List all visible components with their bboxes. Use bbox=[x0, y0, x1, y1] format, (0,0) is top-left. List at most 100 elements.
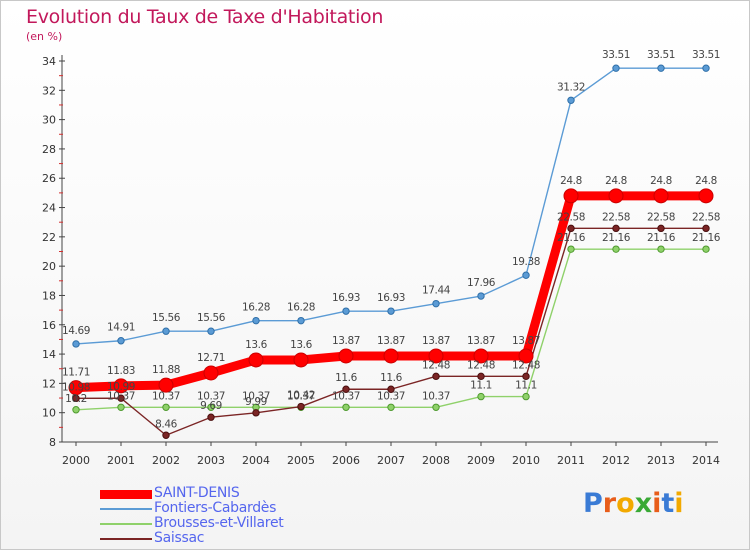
data-label-saissac-2013: 22.58 bbox=[647, 211, 675, 223]
point-fontiers-cabard-s-2000 bbox=[72, 340, 80, 348]
y-tick-label-14: 14 bbox=[42, 348, 56, 361]
data-label-saissac-2001: 10.99 bbox=[107, 381, 135, 393]
point-brousses-et-villaret-2006 bbox=[342, 403, 350, 411]
point-brousses-et-villaret-2013 bbox=[657, 245, 665, 253]
point-saint-denis-2014 bbox=[698, 188, 714, 204]
point-saint-denis-2007 bbox=[383, 348, 399, 364]
data-label-saint-denis-2006: 13.87 bbox=[332, 335, 360, 347]
point-saissac-2013 bbox=[657, 224, 665, 233]
data-label-saint-denis-2009: 13.87 bbox=[467, 335, 495, 347]
point-saissac-2009 bbox=[477, 372, 485, 381]
y-tick-label-10: 10 bbox=[42, 407, 56, 420]
point-fontiers-cabard-s-2001 bbox=[117, 337, 125, 345]
legend-swatch-fontiers-cabardes bbox=[100, 508, 152, 510]
x-tick-label-2002: 2002 bbox=[152, 454, 180, 467]
data-label-fontiers-cabard-s-2007: 16.93 bbox=[377, 292, 405, 304]
x-tick-label-2004: 2004 bbox=[242, 454, 270, 467]
point-fontiers-cabard-s-2008 bbox=[432, 299, 440, 308]
data-label-brousses-et-villaret-2001: 10.37 bbox=[107, 390, 135, 402]
point-saint-denis-2002 bbox=[158, 377, 174, 393]
data-label-saissac-2010: 12.48 bbox=[512, 359, 540, 371]
data-label-fontiers-cabard-s-2003: 15.56 bbox=[197, 312, 226, 324]
point-saissac-2011 bbox=[567, 224, 575, 233]
data-label-fontiers-cabard-s-2001: 14.91 bbox=[107, 322, 135, 334]
point-saissac-2002 bbox=[162, 431, 170, 439]
proxiti-logo: Proxiti bbox=[583, 488, 684, 519]
point-fontiers-cabard-s-2006 bbox=[342, 307, 350, 315]
point-fontiers-cabard-s-2003 bbox=[207, 327, 215, 335]
point-brousses-et-villaret-2009 bbox=[477, 392, 485, 401]
point-fontiers-cabard-s-2011 bbox=[567, 96, 575, 104]
chart-unit: (en %) bbox=[26, 30, 63, 43]
data-label-saint-denis-2014: 24.8 bbox=[695, 175, 717, 187]
series-saissac bbox=[72, 224, 710, 439]
point-brousses-et-villaret-2003 bbox=[207, 403, 215, 411]
data-label-fontiers-cabard-s-2014: 33.51 bbox=[692, 49, 720, 61]
point-saissac-2007 bbox=[387, 385, 395, 393]
logo-letter: t bbox=[661, 488, 675, 519]
point-fontiers-cabard-s-2009 bbox=[477, 292, 485, 300]
point-fontiers-cabard-s-2012 bbox=[612, 64, 620, 72]
chart-title: Evolution du Taux de Taxe d'Habitation bbox=[26, 6, 384, 28]
data-label-saint-denis-2008: 13.87 bbox=[422, 335, 450, 347]
point-fontiers-cabard-s-2004 bbox=[252, 316, 260, 325]
series-fontiers-cabard-s bbox=[72, 64, 710, 348]
point-saint-denis-2004 bbox=[248, 352, 264, 368]
point-fontiers-cabard-s-2005 bbox=[297, 316, 305, 325]
data-labels: 14.69 14.91 15.56 15.56 16.28 16.28 16.93 16.93… bbox=[62, 49, 721, 430]
data-label-saint-denis-2013: 24.8 bbox=[650, 175, 672, 187]
x-tick-label-2001: 2001 bbox=[107, 454, 135, 467]
logo-letter: o bbox=[616, 488, 635, 519]
y-tick-label-24: 24 bbox=[42, 202, 56, 215]
legend-swatch-saissac bbox=[100, 538, 152, 540]
point-brousses-et-villaret-2011 bbox=[567, 245, 575, 253]
legend-swatch-brousses-et-villaret bbox=[100, 523, 152, 525]
data-label-saint-denis-2005: 13.6 bbox=[290, 339, 312, 351]
data-label-saissac-2005: 10.42 bbox=[287, 390, 315, 402]
point-saissac-2004 bbox=[252, 409, 260, 417]
data-label-fontiers-cabard-s-2010: 19.38 bbox=[512, 256, 540, 268]
point-brousses-et-villaret-2008 bbox=[432, 403, 440, 411]
x-tick-label-2008: 2008 bbox=[422, 454, 450, 467]
data-label-saint-denis-2001: 11.83 bbox=[107, 365, 135, 377]
x-tick-label-2012: 2012 bbox=[602, 454, 630, 467]
data-label-brousses-et-villaret-2000: 10.2 bbox=[65, 393, 87, 405]
y-tick-label-28: 28 bbox=[42, 143, 56, 156]
y-tick-label-18: 18 bbox=[42, 289, 56, 302]
x-tick-label-2014: 2014 bbox=[692, 454, 720, 467]
data-label-brousses-et-villaret-2004: 10.37 bbox=[242, 390, 270, 402]
point-saint-denis-2011 bbox=[563, 188, 579, 204]
y-tick-label-34: 34 bbox=[42, 55, 56, 68]
x-tick-label-2003: 2003 bbox=[197, 454, 225, 467]
data-label-saint-denis-2004: 13.6 bbox=[245, 339, 267, 351]
legend-label-saissac: Saissac bbox=[154, 530, 205, 546]
data-label-saint-denis-2011: 24.8 bbox=[560, 175, 582, 187]
data-label-saint-denis-2010: 13.87 bbox=[512, 335, 540, 347]
y-tick-label-32: 32 bbox=[42, 84, 56, 97]
series-brousses-et-villaret bbox=[72, 245, 710, 414]
data-label-saissac-2006: 11.6 bbox=[335, 372, 357, 384]
point-saissac-2001 bbox=[117, 394, 125, 402]
legend-label-saint-denis: SAINT-DENIS bbox=[154, 485, 240, 501]
data-label-fontiers-cabard-s-2006: 16.93 bbox=[332, 292, 360, 304]
point-saissac-2006 bbox=[342, 385, 350, 393]
point-brousses-et-villaret-2001 bbox=[117, 403, 125, 411]
data-label-saissac-2008: 12.48 bbox=[422, 359, 450, 371]
point-saint-denis-2003 bbox=[203, 365, 219, 381]
x-tick-label-2011: 2011 bbox=[557, 454, 585, 467]
point-saint-denis-2009 bbox=[473, 348, 489, 364]
data-label-fontiers-cabard-s-2011: 31.32 bbox=[557, 81, 585, 93]
legend-swatch-saint-denis bbox=[100, 490, 152, 499]
point-brousses-et-villaret-2012 bbox=[612, 245, 620, 253]
axes: 8 10 12 14 16 18 20 22 24 26 28 30 32 34 2000 2001 2002 2… bbox=[42, 55, 720, 467]
data-label-saissac-2014: 22.58 bbox=[692, 211, 720, 223]
point-brousses-et-villaret-2007 bbox=[387, 403, 395, 411]
data-label-saint-denis-2000: 11.71 bbox=[62, 367, 90, 379]
x-tick-label-2013: 2013 bbox=[647, 454, 675, 467]
point-saissac-2012 bbox=[612, 224, 620, 233]
data-label-brousses-et-villaret-2006: 10.37 bbox=[332, 390, 360, 402]
data-label-saissac-2002: 8.46 bbox=[155, 418, 177, 430]
data-label-brousses-et-villaret-2011: 21.16 bbox=[557, 232, 586, 244]
y-tick-label-8: 8 bbox=[49, 436, 56, 449]
data-label-fontiers-cabard-s-2009: 17.96 bbox=[467, 277, 496, 289]
